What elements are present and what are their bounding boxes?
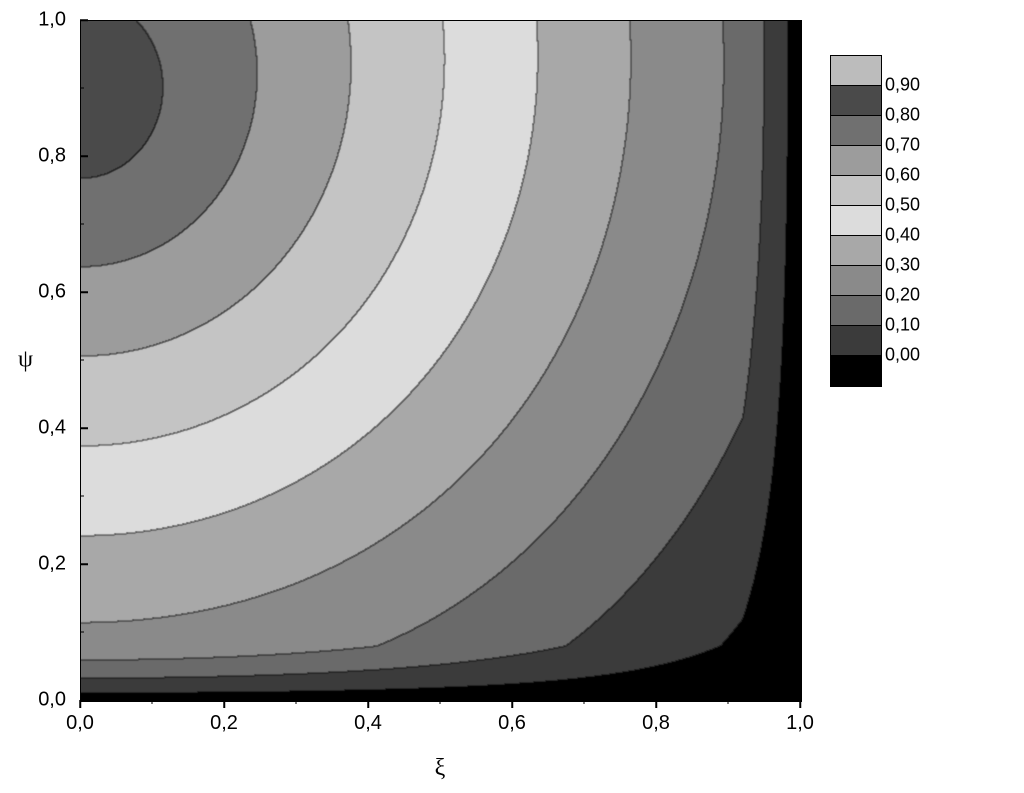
colorbar-swatch (831, 356, 881, 386)
contour-canvas (81, 21, 801, 701)
colorbar-swatch (831, 116, 881, 146)
colorbar-tick-label: 0,70 (885, 135, 920, 156)
x-tick-label: 0,0 (66, 712, 94, 735)
colorbar-tick-label: 0,90 (885, 75, 920, 96)
x-axis-label: ξ (435, 755, 446, 782)
colorbar-swatch (831, 86, 881, 116)
colorbar (830, 55, 882, 387)
colorbar-tick-label: 0,40 (885, 225, 920, 246)
colorbar-legend: 0,90 0,80 0,70 0,60 0,50 0,40 0,30 0,20 0,10 0,00 (830, 55, 1000, 387)
colorbar-swatch (831, 326, 881, 356)
colorbar-tick-label: 0,80 (885, 105, 920, 126)
y-tick-label: 0,4 (38, 417, 66, 440)
x-tick-label: 0,4 (354, 712, 382, 735)
y-tick-label: 0,0 (38, 689, 66, 712)
colorbar-tick-label: 0,60 (885, 165, 920, 186)
y-tick-label: 0,2 (38, 553, 66, 576)
plot-area (80, 20, 802, 702)
y-axis-ticks: 0,00,20,40,60,81,0 (0, 20, 78, 700)
y-axis-label: ψ (18, 347, 33, 374)
colorbar-swatch (831, 206, 881, 236)
y-tick-label: 0,8 (38, 145, 66, 168)
colorbar-swatch (831, 146, 881, 176)
y-tick-label: 1,0 (38, 9, 66, 32)
colorbar-tick-label: 0,30 (885, 255, 920, 276)
colorbar-swatch (831, 176, 881, 206)
x-axis-ticks: 0,00,20,40,60,81,0 (80, 700, 800, 740)
x-tick-label: 0,6 (498, 712, 526, 735)
colorbar-tick-label: 0,00 (885, 345, 920, 366)
colorbar-swatch (831, 266, 881, 296)
colorbar-tick-label: 0,20 (885, 285, 920, 306)
contour-chart: 0,00,20,40,60,81,0 0,00,20,40,60,81,0 ψ … (0, 0, 1024, 793)
x-tick-label: 0,2 (210, 712, 238, 735)
y-tick-label: 0,6 (38, 281, 66, 304)
colorbar-tick-label: 0,10 (885, 315, 920, 336)
colorbar-swatch (831, 56, 881, 86)
colorbar-tick-label: 0,50 (885, 195, 920, 216)
x-tick-label: 1,0 (786, 712, 814, 735)
colorbar-swatch (831, 236, 881, 266)
colorbar-swatch (831, 296, 881, 326)
x-tick-label: 0,8 (642, 712, 670, 735)
